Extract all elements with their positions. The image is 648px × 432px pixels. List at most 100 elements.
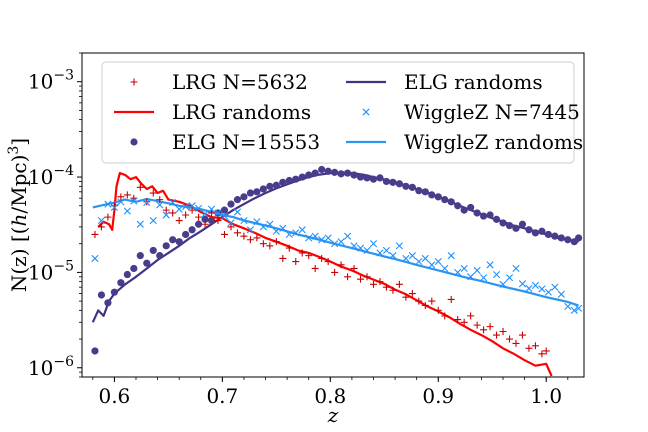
data-point-wigglez-n-7445 xyxy=(575,304,583,312)
data-point-elg-n-15553 xyxy=(518,220,527,228)
data-point-wigglez-n-7445 xyxy=(505,274,514,282)
data-point-lrg-n-5632 xyxy=(531,342,539,350)
data-point-wigglez-n-7445 xyxy=(402,254,410,263)
data-point-elg-n-15553 xyxy=(415,187,423,195)
data-point-elg-n-15553 xyxy=(460,206,468,214)
data-point-wigglez-n-7445 xyxy=(279,224,287,232)
data-point-elg-n-15553 xyxy=(337,170,345,178)
legend-label: WiggleZ randoms xyxy=(404,130,583,154)
data-point-elg-n-15553 xyxy=(233,196,242,204)
data-point-wigglez-n-7445 xyxy=(207,205,216,213)
data-point-wigglez-n-7445 xyxy=(117,198,125,206)
data-point-lrg-n-5632 xyxy=(285,244,293,252)
data-point-lrg-n-5632 xyxy=(298,249,306,257)
data-point-lrg-n-5632 xyxy=(246,236,254,244)
data-point-elg-n-15553 xyxy=(194,220,203,228)
data-point-elg-n-15553 xyxy=(123,270,131,279)
data-point-elg-n-15553 xyxy=(220,206,229,214)
data-point-wigglez-n-7445 xyxy=(389,252,397,260)
data-point-lrg-n-5632 xyxy=(162,206,170,214)
data-point-elg-n-15553 xyxy=(149,246,157,255)
data-point-lrg-n-5632 xyxy=(240,232,248,240)
data-point-elg-n-15553 xyxy=(182,230,190,239)
x-tick-label: 0.6 xyxy=(98,384,130,408)
data-point-elg-n-15553 xyxy=(201,215,209,223)
x-axis-label: z xyxy=(327,403,339,427)
data-point-wigglez-n-7445 xyxy=(91,254,99,263)
data-point-wigglez-n-7445 xyxy=(518,280,527,288)
data-point-wigglez-n-7445 xyxy=(240,216,248,225)
data-point-wigglez-n-7445 xyxy=(169,198,177,207)
x-tick-label: 1.0 xyxy=(530,384,562,408)
data-point-lrg-n-5632 xyxy=(324,258,332,266)
data-point-wigglez-n-7445 xyxy=(447,252,455,260)
data-point-elg-n-15553 xyxy=(305,171,313,179)
data-point-elg-n-15553 xyxy=(266,182,274,190)
data-point-elg-n-15553 xyxy=(117,279,125,287)
data-point-lrg-n-5632 xyxy=(136,183,144,191)
data-point-lrg-n-5632 xyxy=(357,275,365,283)
data-point-elg-n-15553 xyxy=(525,226,533,234)
data-point-wigglez-n-7445 xyxy=(564,302,572,310)
legend-label: LRG N=5632 xyxy=(172,70,308,94)
data-point-lrg-n-5632 xyxy=(506,335,514,343)
data-point-wigglez-n-7445 xyxy=(259,223,267,231)
data-point-wigglez-n-7445 xyxy=(363,246,371,255)
data-point-elg-n-15553 xyxy=(156,252,164,260)
data-point-elg-n-15553 xyxy=(408,183,416,191)
data-point-elg-n-15553 xyxy=(240,193,248,201)
data-point-elg-n-15553 xyxy=(447,198,455,206)
y-tick-label: 10−4 xyxy=(28,163,74,189)
data-point-wigglez-n-7445 xyxy=(233,208,242,216)
data-point-elg-n-15553 xyxy=(143,259,151,267)
data-point-elg-n-15553 xyxy=(564,236,572,244)
data-point-lrg-n-5632 xyxy=(201,220,209,228)
data-point-elg-n-15553 xyxy=(551,232,559,240)
data-point-wigglez-n-7445 xyxy=(492,270,501,279)
data-point-wigglez-n-7445 xyxy=(201,210,209,218)
data-point-wigglez-n-7445 xyxy=(97,216,106,225)
x-tick-label: 0.9 xyxy=(422,384,454,408)
data-point-lrg-n-5632 xyxy=(227,223,235,231)
data-point-elg-n-15553 xyxy=(169,236,177,244)
data-point-elg-n-15553 xyxy=(259,185,267,193)
data-point-elg-n-15553 xyxy=(421,188,429,196)
data-point-elg-n-15553 xyxy=(207,216,216,225)
data-point-lrg-n-5632 xyxy=(253,234,261,242)
data-point-wigglez-n-7445 xyxy=(331,240,339,248)
data-point-lrg-n-5632 xyxy=(208,209,216,217)
data-point-elg-n-15553 xyxy=(376,174,384,182)
data-point-lrg-n-5632 xyxy=(512,339,520,347)
data-point-elg-n-15553 xyxy=(246,189,255,197)
data-point-lrg-n-5632 xyxy=(441,312,449,320)
data-point-wigglez-n-7445 xyxy=(395,242,403,250)
data-point-wigglez-n-7445 xyxy=(156,201,164,209)
data-point-wigglez-n-7445 xyxy=(441,264,449,273)
data-point-elg-n-15553 xyxy=(486,211,494,219)
data-point-wigglez-n-7445 xyxy=(382,246,391,255)
data-point-wigglez-n-7445 xyxy=(175,205,183,213)
y-axis-label: N(z) [(h/Mpc)3] xyxy=(6,138,31,292)
data-point-lrg-n-5632 xyxy=(434,306,442,314)
legend-entry-wigglez-randoms: WiggleZ randoms xyxy=(346,130,583,154)
y-tick-label: 10−5 xyxy=(28,258,74,284)
data-point-wigglez-n-7445 xyxy=(499,280,507,288)
data-point-elg-n-15553 xyxy=(499,219,507,227)
data-point-lrg-n-5632 xyxy=(402,293,410,301)
data-point-wigglez-n-7445 xyxy=(123,207,131,215)
series-group xyxy=(91,165,583,377)
data-point-lrg-n-5632 xyxy=(279,254,287,262)
data-point-elg-n-15553 xyxy=(331,168,339,176)
data-point-elg-n-15553 xyxy=(253,188,261,196)
data-point-wigglez-n-7445 xyxy=(434,257,442,266)
data-point-wigglez-n-7445 xyxy=(188,202,196,210)
data-point-lrg-n-5632 xyxy=(486,323,494,331)
data-point-lrg-n-5632 xyxy=(344,273,352,281)
data-point-wigglez-n-7445 xyxy=(343,232,352,240)
data-point-lrg-n-5632 xyxy=(169,209,177,217)
data-point-wigglez-n-7445 xyxy=(480,274,488,282)
data-point-lrg-n-5632 xyxy=(421,301,429,309)
data-point-wigglez-n-7445 xyxy=(130,197,138,205)
data-point-wigglez-n-7445 xyxy=(324,234,332,242)
legend-label: WiggleZ N=7445 xyxy=(404,100,580,124)
